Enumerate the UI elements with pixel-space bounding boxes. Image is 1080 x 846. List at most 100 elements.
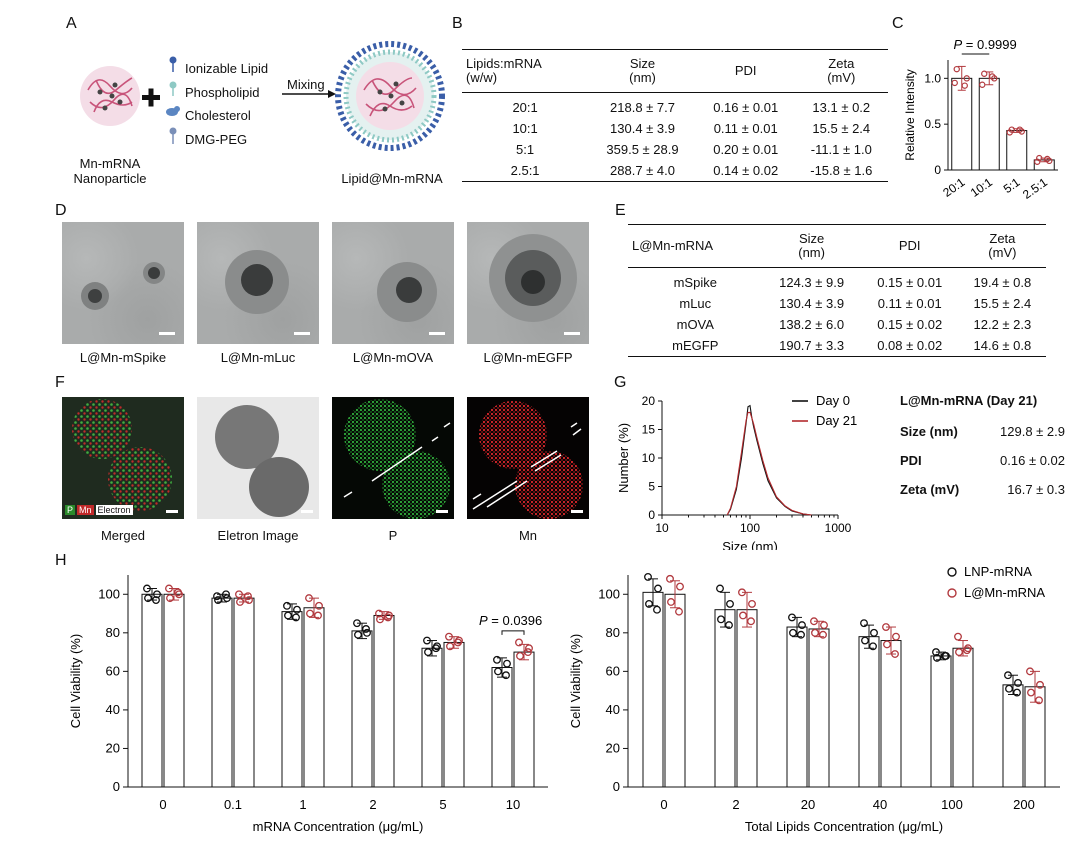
- table-b-row: 20:1 218.8 ± 7.7 0.16 ± 0.01 13.1 ± 0.2: [462, 93, 888, 119]
- data-point: [153, 590, 161, 599]
- y-tick-label: 5: [648, 480, 655, 494]
- table-e-header-cell: Zeta (mV): [988, 231, 1017, 260]
- data-point: [283, 601, 291, 610]
- day21-stats: L@Mn-mRNA (Day 21) Size (nm) 129.8 ± 2.9 …: [900, 393, 1065, 497]
- data-point: [236, 598, 244, 606]
- x-axis-label: Total Lipids Concentration (μg/mL): [745, 819, 943, 834]
- data-point: [143, 584, 151, 593]
- y-tick-label: 0: [934, 163, 941, 177]
- table-e-body: mSpike 124.3 ± 9.9 0.15 ± 0.01 19.4 ± 0.8 mL…: [628, 268, 1046, 357]
- table-b-row: 10:1 130.4 ± 3.9 0.11 ± 0.01 15.5 ± 2.4: [462, 118, 888, 139]
- table-e-cell: 0.08 ± 0.02: [877, 338, 943, 353]
- data-point: [953, 65, 960, 73]
- tem-image-megfp: [467, 222, 589, 344]
- significance-bracket: [501, 630, 525, 635]
- bar: [714, 609, 736, 788]
- data-point: [1034, 158, 1041, 165]
- table-b-cell: 20:1: [512, 100, 538, 115]
- table-e-cell: 124.3 ± 9.9: [779, 275, 845, 290]
- x-tick-label: 40: [873, 797, 887, 812]
- stat-zeta-value: 16.7 ± 0.3: [1007, 482, 1065, 497]
- eds-mn-image: [467, 397, 589, 519]
- table-b-cell: 288.7 ± 4.0: [610, 163, 675, 178]
- data-point: [362, 625, 370, 633]
- data-point: [961, 82, 968, 89]
- scale-bar: [301, 510, 313, 513]
- data-point: [810, 617, 818, 626]
- y-axis-label: Relative Intensity: [903, 69, 917, 160]
- data-point: [819, 630, 827, 639]
- y-tick-label: 80: [106, 625, 120, 640]
- bar: [858, 636, 880, 788]
- x-tick-label: 2.5:1: [1020, 175, 1050, 202]
- series-line: [726, 411, 812, 516]
- legend-label: Day 0: [816, 393, 850, 408]
- y-axis-label: Number (%): [616, 423, 631, 493]
- y-tick-label: 20: [606, 740, 620, 755]
- data-point: [1005, 684, 1013, 693]
- data-point: [454, 638, 462, 647]
- stat-size: Size (nm) 129.8 ± 2.9: [900, 424, 1065, 439]
- bar: [513, 651, 535, 788]
- legend-electron: Electron: [95, 505, 133, 515]
- bar: [978, 77, 1000, 171]
- data-point: [292, 613, 300, 622]
- data-point: [932, 648, 940, 657]
- panel-label-a: A: [66, 15, 77, 32]
- data-point: [1004, 671, 1012, 680]
- data-point: [654, 584, 662, 593]
- data-point: [502, 671, 510, 680]
- caption-mn: Mn: [518, 528, 538, 543]
- y-tick-label: 40: [606, 702, 620, 717]
- data-point: [306, 609, 314, 618]
- caption-electron-image: Eletron Image: [217, 528, 299, 543]
- table-b-cell: 130.4 ± 3.9: [610, 121, 675, 136]
- data-point: [739, 611, 747, 620]
- eds-legend: P Mn Electron: [65, 505, 133, 515]
- x-tick-label: 200: [1013, 797, 1035, 812]
- stat-zeta: Zeta (mV) 16.7 ± 0.3: [900, 482, 1065, 497]
- legend-label: LNP-mRNA: [964, 564, 1032, 579]
- data-point: [883, 640, 891, 649]
- data-point: [174, 588, 182, 597]
- scale-bar: [429, 332, 445, 335]
- table-e-cell: 19.4 ± 0.8: [973, 275, 1032, 290]
- eds-mn-graphic: [472, 401, 583, 519]
- y-tick-label: 40: [106, 702, 120, 717]
- bar: [443, 641, 465, 788]
- table-e-cell: 0.11 ± 0.01: [877, 296, 942, 311]
- caption-megfp: L@Mn-mEGFP: [483, 350, 573, 365]
- plus-icon: [142, 88, 160, 107]
- table-e-cell: 130.4 ± 3.9: [779, 296, 845, 311]
- legend-label: L@Mn-mRNA: [964, 585, 1045, 600]
- data-point: [152, 596, 160, 605]
- panel-label-b: B: [452, 15, 463, 32]
- table-e-cell: 138.2 ± 6.0: [779, 317, 845, 332]
- scale-bar: [436, 510, 448, 513]
- bar: [1002, 684, 1024, 788]
- x-tick-label: 20:1: [940, 175, 967, 200]
- bar: [491, 667, 513, 788]
- caption-merged: Merged: [100, 528, 146, 543]
- data-point: [1044, 155, 1051, 163]
- data-point: [963, 75, 970, 82]
- legend-mn: Mn: [77, 505, 94, 515]
- table-b-cell: 5:1: [516, 142, 535, 157]
- legend-p: P: [65, 505, 76, 515]
- eds-p-graphic: [343, 399, 451, 519]
- bar: [141, 593, 163, 788]
- data-point: [214, 596, 222, 605]
- bar: [786, 626, 808, 788]
- data-point: [748, 599, 756, 608]
- x-tick-label: 0: [159, 797, 166, 812]
- bar: [303, 607, 325, 788]
- data-point: [315, 601, 323, 610]
- scale-bar: [159, 332, 175, 335]
- x-tick-label: 2: [369, 797, 376, 812]
- table-e-cell: 15.5 ± 2.4: [973, 296, 1032, 311]
- bar: [1006, 130, 1028, 171]
- bar: [281, 611, 303, 788]
- data-point: [675, 607, 683, 616]
- table-b-row: 5:1 359.5 ± 28.9 0.20 ± 0.01 -11.1 ± 1.0: [462, 139, 888, 160]
